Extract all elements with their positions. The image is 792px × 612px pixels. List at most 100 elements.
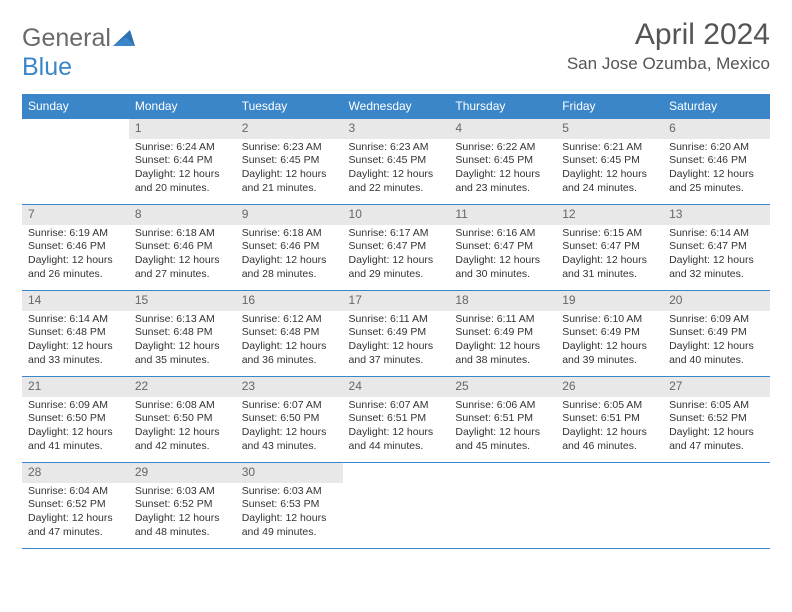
sunrise-text: Sunrise: 6:03 AM [135,485,230,499]
daylight-text: and 39 minutes. [562,354,657,368]
calendar-day-cell: 9Sunrise: 6:18 AMSunset: 6:46 PMDaylight… [236,205,343,291]
sunrise-text: Sunrise: 6:22 AM [455,141,550,155]
calendar-day-cell: 3Sunrise: 6:23 AMSunset: 6:45 PMDaylight… [343,119,450,205]
daylight-text: Daylight: 12 hours [669,340,764,354]
sunset-text: Sunset: 6:47 PM [562,240,657,254]
calendar-day-cell: 27Sunrise: 6:05 AMSunset: 6:52 PMDayligh… [663,377,770,463]
location-subtitle: San Jose Ozumba, Mexico [567,54,770,74]
sunset-text: Sunset: 6:45 PM [455,154,550,168]
daylight-text: and 32 minutes. [669,268,764,282]
calendar-day-cell [343,463,450,549]
day-number: 1 [129,119,236,139]
calendar-day-cell: 23Sunrise: 6:07 AMSunset: 6:50 PMDayligh… [236,377,343,463]
weekday-header: Wednesday [343,94,450,119]
sunrise-text: Sunrise: 6:13 AM [135,313,230,327]
day-content: Sunrise: 6:06 AMSunset: 6:51 PMDaylight:… [449,397,556,458]
daylight-text: Daylight: 12 hours [455,168,550,182]
sunrise-text: Sunrise: 6:18 AM [242,227,337,241]
calendar-day-cell: 7Sunrise: 6:19 AMSunset: 6:46 PMDaylight… [22,205,129,291]
daylight-text: Daylight: 12 hours [135,168,230,182]
day-number: 15 [129,291,236,311]
day-content: Sunrise: 6:15 AMSunset: 6:47 PMDaylight:… [556,225,663,286]
calendar-day-cell: 20Sunrise: 6:09 AMSunset: 6:49 PMDayligh… [663,291,770,377]
daylight-text: Daylight: 12 hours [242,512,337,526]
daylight-text: and 26 minutes. [28,268,123,282]
daylight-text: and 46 minutes. [562,440,657,454]
calendar-day-cell: 5Sunrise: 6:21 AMSunset: 6:45 PMDaylight… [556,119,663,205]
calendar-day-cell: 25Sunrise: 6:06 AMSunset: 6:51 PMDayligh… [449,377,556,463]
day-content: Sunrise: 6:14 AMSunset: 6:47 PMDaylight:… [663,225,770,286]
daylight-text: Daylight: 12 hours [669,168,764,182]
day-content: Sunrise: 6:22 AMSunset: 6:45 PMDaylight:… [449,139,556,200]
calendar-week-row: 1Sunrise: 6:24 AMSunset: 6:44 PMDaylight… [22,119,770,205]
sunset-text: Sunset: 6:48 PM [28,326,123,340]
sunset-text: Sunset: 6:44 PM [135,154,230,168]
day-content: Sunrise: 6:03 AMSunset: 6:52 PMDaylight:… [129,483,236,544]
sunset-text: Sunset: 6:47 PM [455,240,550,254]
day-number: 3 [343,119,450,139]
sunrise-text: Sunrise: 6:14 AM [669,227,764,241]
daylight-text: and 27 minutes. [135,268,230,282]
day-content: Sunrise: 6:16 AMSunset: 6:47 PMDaylight:… [449,225,556,286]
daylight-text: Daylight: 12 hours [242,426,337,440]
daylight-text: Daylight: 12 hours [28,340,123,354]
day-number: 23 [236,377,343,397]
day-number: 16 [236,291,343,311]
sunrise-text: Sunrise: 6:16 AM [455,227,550,241]
sunset-text: Sunset: 6:46 PM [135,240,230,254]
sunset-text: Sunset: 6:45 PM [562,154,657,168]
sunrise-text: Sunrise: 6:19 AM [28,227,123,241]
sunrise-text: Sunrise: 6:23 AM [242,141,337,155]
day-number: 14 [22,291,129,311]
sunrise-text: Sunrise: 6:17 AM [349,227,444,241]
daylight-text: and 35 minutes. [135,354,230,368]
sunrise-text: Sunrise: 6:04 AM [28,485,123,499]
day-number: 30 [236,463,343,483]
sunset-text: Sunset: 6:49 PM [349,326,444,340]
sunrise-text: Sunrise: 6:03 AM [242,485,337,499]
daylight-text: Daylight: 12 hours [28,426,123,440]
daylight-text: and 31 minutes. [562,268,657,282]
logo-text-blue: Blue [22,53,72,81]
day-content: Sunrise: 6:20 AMSunset: 6:46 PMDaylight:… [663,139,770,200]
day-number: 27 [663,377,770,397]
day-number: 4 [449,119,556,139]
day-number: 13 [663,205,770,225]
daylight-text: and 37 minutes. [349,354,444,368]
day-number: 29 [129,463,236,483]
sunrise-text: Sunrise: 6:05 AM [562,399,657,413]
calendar-day-cell: 19Sunrise: 6:10 AMSunset: 6:49 PMDayligh… [556,291,663,377]
sunset-text: Sunset: 6:46 PM [28,240,123,254]
daylight-text: Daylight: 12 hours [455,340,550,354]
sunset-text: Sunset: 6:50 PM [242,412,337,426]
sunrise-text: Sunrise: 6:09 AM [28,399,123,413]
calendar-day-cell: 30Sunrise: 6:03 AMSunset: 6:53 PMDayligh… [236,463,343,549]
day-number: 18 [449,291,556,311]
sunrise-text: Sunrise: 6:10 AM [562,313,657,327]
sunrise-text: Sunrise: 6:08 AM [135,399,230,413]
daylight-text: and 29 minutes. [349,268,444,282]
daylight-text: and 33 minutes. [28,354,123,368]
daylight-text: Daylight: 12 hours [242,340,337,354]
daylight-text: and 43 minutes. [242,440,337,454]
sunrise-text: Sunrise: 6:23 AM [349,141,444,155]
sunrise-text: Sunrise: 6:14 AM [28,313,123,327]
sunset-text: Sunset: 6:49 PM [562,326,657,340]
sunset-text: Sunset: 6:49 PM [455,326,550,340]
day-number: 26 [556,377,663,397]
calendar-day-cell: 16Sunrise: 6:12 AMSunset: 6:48 PMDayligh… [236,291,343,377]
sunrise-text: Sunrise: 6:11 AM [349,313,444,327]
day-content: Sunrise: 6:14 AMSunset: 6:48 PMDaylight:… [22,311,129,372]
daylight-text: and 44 minutes. [349,440,444,454]
daylight-text: and 40 minutes. [669,354,764,368]
daylight-text: Daylight: 12 hours [349,168,444,182]
day-content: Sunrise: 6:18 AMSunset: 6:46 PMDaylight:… [236,225,343,286]
logo: General Blue [22,24,135,82]
daylight-text: and 36 minutes. [242,354,337,368]
day-content: Sunrise: 6:05 AMSunset: 6:52 PMDaylight:… [663,397,770,458]
page-title: April 2024 [567,18,770,52]
daylight-text: Daylight: 12 hours [28,254,123,268]
day-number: 10 [343,205,450,225]
sunrise-text: Sunrise: 6:18 AM [135,227,230,241]
weekday-header: Tuesday [236,94,343,119]
